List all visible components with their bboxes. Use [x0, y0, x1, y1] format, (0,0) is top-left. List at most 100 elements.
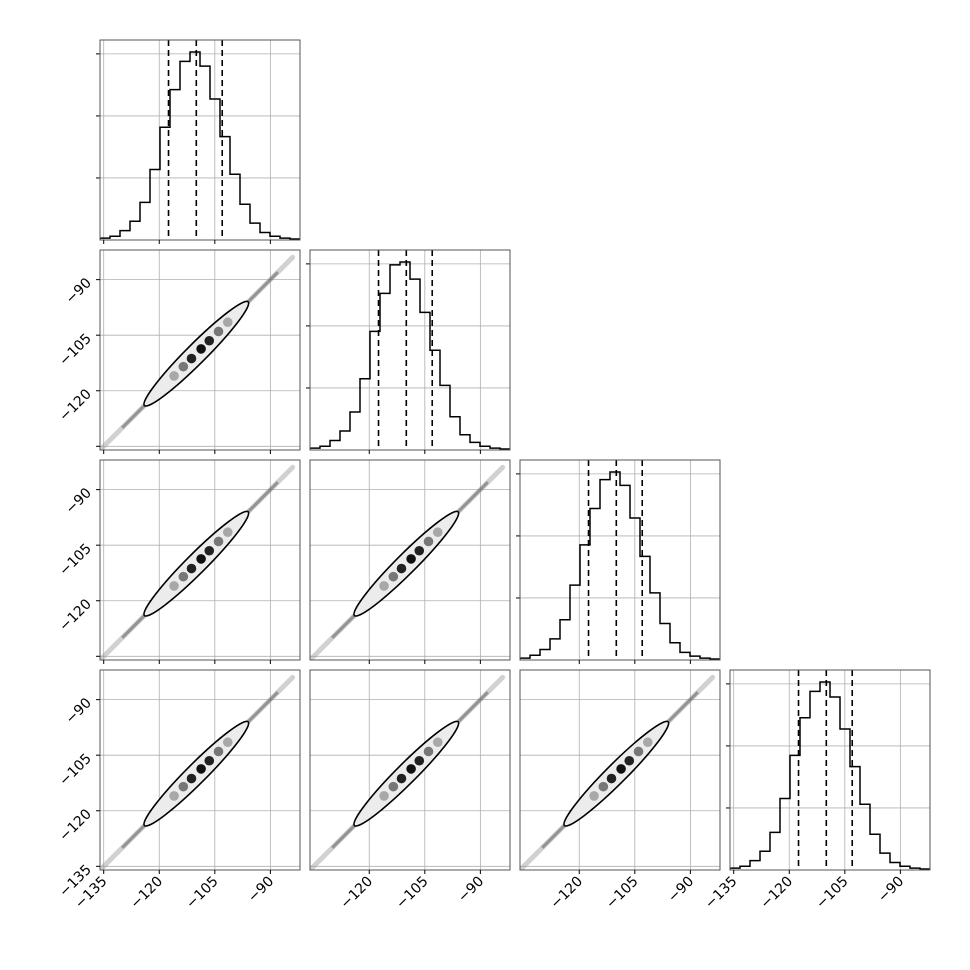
y-tick-label: −120: [56, 806, 95, 845]
panel-1-0: −90 −105 −120: [56, 249, 301, 454]
x-tick-label: −105: [183, 874, 222, 913]
panel-frame: [99, 669, 301, 871]
panel-2-0: −90 −105 −120: [56, 459, 301, 664]
density-blob: [186, 563, 197, 574]
panel-content: [310, 460, 510, 660]
x-tick-label: −90: [665, 874, 697, 906]
density-blob: [624, 755, 635, 766]
contour-ellipse: [353, 720, 460, 827]
x-tick-label: −90: [245, 874, 277, 906]
density-blob: [213, 326, 224, 337]
density-blob: [589, 791, 599, 801]
density-blob: [222, 737, 233, 748]
panel-frame: [99, 459, 301, 661]
density-blob: [196, 344, 206, 354]
density-blob: [186, 773, 197, 784]
density-blob: [196, 764, 206, 774]
density-blob: [222, 527, 233, 538]
x-tick-label: −120: [548, 874, 587, 913]
density-blob: [396, 773, 407, 784]
density-blob: [633, 746, 644, 757]
panel-content: [100, 250, 300, 450]
density-blob: [169, 581, 179, 591]
panel-content: [310, 250, 510, 450]
panel-3-3: −135 −120 −105 −90: [702, 669, 931, 913]
panel-3-2: −120 −105 −90: [519, 669, 721, 913]
panel-content: [100, 670, 300, 870]
panel-1-1: [306, 249, 511, 454]
density-blob: [642, 737, 653, 748]
panel-frame: [309, 249, 511, 451]
panel-2-2: [516, 459, 721, 664]
density-blob: [213, 536, 224, 547]
density-blob: [169, 791, 179, 801]
x-tick-label: −105: [603, 874, 642, 913]
panel-content: [100, 40, 300, 240]
panel-3-0: −90−105−120−135−135 −120 −105 −90: [56, 669, 301, 913]
panel-frame: [309, 669, 511, 871]
density-blob: [414, 755, 425, 766]
density-blob: [178, 361, 189, 372]
contour-ellipse: [563, 720, 670, 827]
panel-frame: [99, 39, 301, 241]
y-tick-label: −90: [63, 695, 95, 727]
x-tick-label: −120: [128, 874, 167, 913]
histogram-step: [730, 681, 930, 870]
density-blob: [388, 781, 399, 792]
panel-content: [100, 460, 300, 660]
x-tick-label: −120: [338, 874, 377, 913]
histogram-step: [520, 471, 720, 660]
density-blob: [423, 746, 434, 757]
y-tick-label: −90: [63, 275, 95, 307]
contour-ellipse: [143, 720, 250, 827]
density-blob: [178, 781, 189, 792]
panel-frame: [309, 459, 511, 661]
y-tick-label: −120: [56, 596, 95, 635]
density-blob: [406, 764, 416, 774]
contour-ellipse: [353, 510, 460, 617]
panel-0-0: [96, 39, 301, 244]
density-blob: [406, 554, 416, 564]
density-blob: [432, 737, 443, 748]
density-blob: [616, 764, 626, 774]
density-blob: [204, 335, 215, 346]
x-tick-label: −90: [875, 874, 907, 906]
density-blob: [204, 545, 215, 556]
panel-frame: [519, 459, 721, 661]
panel-content: [730, 670, 930, 870]
y-tick-label: −105: [56, 541, 95, 580]
x-tick-label: −90: [455, 874, 487, 906]
x-tick-label: −105: [393, 874, 432, 913]
density-blob: [396, 563, 407, 574]
panel-frame: [99, 249, 301, 451]
y-tick-label: −105: [56, 331, 95, 370]
density-blob: [423, 536, 434, 547]
density-blob: [222, 317, 233, 328]
density-blob: [379, 581, 389, 591]
density-blob: [169, 371, 179, 381]
contour-ellipse: [143, 510, 250, 617]
density-blob: [388, 571, 399, 582]
x-tick-label: −105: [813, 874, 852, 913]
panel-content: [310, 670, 510, 870]
density-blob: [432, 527, 443, 538]
density-blob: [204, 755, 215, 766]
contour-ellipse: [143, 300, 250, 407]
panel-frame: [519, 669, 721, 871]
histogram-step: [310, 261, 510, 450]
panel-content: [520, 670, 720, 870]
density-blob: [186, 353, 197, 364]
x-tick-label: −135: [702, 874, 741, 913]
x-tick-label: −120: [758, 874, 797, 913]
density-blob: [178, 571, 189, 582]
panel-3-1: −120 −105 −90: [309, 669, 511, 913]
density-blob: [213, 746, 224, 757]
y-tick-label: −90: [63, 485, 95, 517]
panel-frame: [729, 669, 931, 871]
density-blob: [606, 773, 617, 784]
density-blob: [598, 781, 609, 792]
y-tick-label: −120: [56, 386, 95, 425]
density-blob: [196, 554, 206, 564]
panel-2-1: [309, 459, 511, 664]
